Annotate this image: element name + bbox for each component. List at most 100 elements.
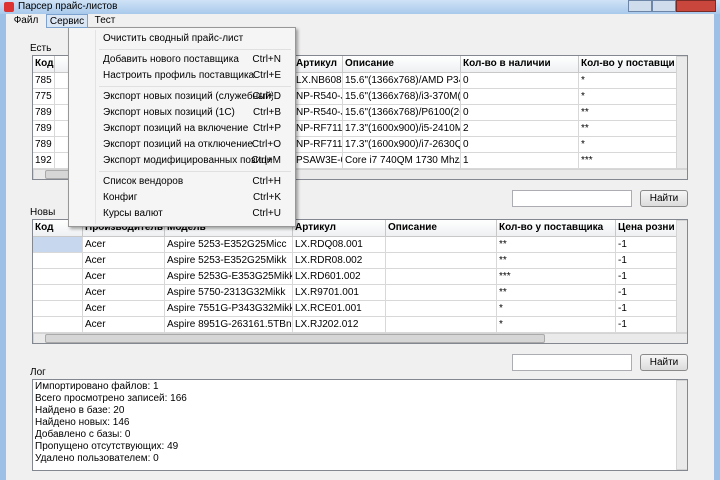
table-cell[interactable]: -1: [616, 301, 677, 317]
column-header[interactable]: Кол-во у поставщика: [497, 220, 616, 237]
table-cell[interactable]: Aspire 5253G-E353G25Mikk: [165, 269, 293, 285]
maximize-button[interactable]: [652, 0, 676, 12]
table-cell[interactable]: LX.RCE01.001: [293, 301, 386, 317]
table-cell[interactable]: **: [579, 121, 677, 137]
table-cell[interactable]: 17.3"(1600x900)/i7-2630Q: [343, 137, 461, 153]
search-button[interactable]: Найти: [640, 354, 688, 371]
menu-option[interactable]: Настроить профиль поставщика: [103, 70, 255, 81]
table-cell[interactable]: LX.RDQ08.001: [293, 237, 386, 253]
table-cell[interactable]: 192: [33, 153, 55, 169]
table-cell[interactable]: Acer: [83, 253, 165, 269]
table-cell[interactable]: **: [497, 253, 616, 269]
table-cell[interactable]: **: [497, 285, 616, 301]
menu-option[interactable]: Экспорт новых позиций (служебный): [103, 91, 273, 102]
table-cell[interactable]: 15.6"(1366x768)/AMD P340: [343, 73, 461, 89]
table-cell[interactable]: NP-R540-JS: [294, 105, 343, 121]
table-cell[interactable]: 775: [33, 89, 55, 105]
table-cell[interactable]: Acer: [83, 285, 165, 301]
table-cell[interactable]: **: [497, 237, 616, 253]
table-cell[interactable]: *: [579, 137, 677, 153]
table-cell[interactable]: Acer: [83, 317, 165, 333]
table-cell[interactable]: [386, 317, 497, 333]
table-cell[interactable]: NP-R540-JA: [294, 89, 343, 105]
table-cell[interactable]: [33, 269, 83, 285]
column-header[interactable]: Код: [33, 56, 55, 73]
scroll-thumb[interactable]: [45, 334, 545, 343]
menu-option[interactable]: Очистить сводный прайс-лист: [103, 33, 244, 44]
table-cell[interactable]: Acer: [83, 301, 165, 317]
table-cell[interactable]: PSAW3E-0€: [294, 153, 343, 169]
table-cell[interactable]: [33, 237, 83, 253]
table-cell[interactable]: 2: [461, 121, 579, 137]
table-cell[interactable]: [33, 253, 83, 269]
table-cell[interactable]: [33, 285, 83, 301]
table-cell[interactable]: LX.RDR08.002: [293, 253, 386, 269]
menu-option[interactable]: Экспорт позиций на включение: [103, 123, 249, 134]
table-cell[interactable]: 15.6"(1366x768)/i3-370M(2: [343, 89, 461, 105]
table-cell[interactable]: ***: [579, 153, 677, 169]
horizontal-scrollbar[interactable]: [33, 169, 687, 179]
table-cell[interactable]: [386, 285, 497, 301]
vertical-scrollbar[interactable]: [676, 220, 687, 333]
table-cell[interactable]: LX.NB608.0: [294, 73, 343, 89]
table-cell[interactable]: Aspire 8951G-263161.5TBnkk: [165, 317, 293, 333]
column-header[interactable]: Артикул: [293, 220, 386, 237]
table-cell[interactable]: Aspire 7551G-P343G32Mikk: [165, 301, 293, 317]
menu-item[interactable]: Файл: [13, 15, 39, 26]
close-button[interactable]: [676, 0, 716, 12]
column-header[interactable]: Артикул: [294, 56, 343, 73]
table-cell[interactable]: -1: [616, 253, 677, 269]
table-cell[interactable]: 789: [33, 121, 55, 137]
table-cell[interactable]: 0: [461, 137, 579, 153]
menu-option[interactable]: Курсы валют: [103, 208, 163, 219]
table-cell[interactable]: Aspire 5253-E352G25Mikk: [165, 253, 293, 269]
table-cell[interactable]: 789: [33, 137, 55, 153]
table-cell[interactable]: Acer: [83, 269, 165, 285]
menu-option[interactable]: Список вендоров: [103, 176, 184, 187]
table-cell[interactable]: [386, 237, 497, 253]
table-cell[interactable]: Aspire 5253-E352G25Micc: [165, 237, 293, 253]
table-cell[interactable]: **: [579, 105, 677, 121]
table-cell[interactable]: ***: [497, 269, 616, 285]
menu-item[interactable]: Сервис: [46, 14, 88, 28]
table-cell[interactable]: 1: [461, 153, 579, 169]
table-cell[interactable]: *: [579, 73, 677, 89]
table-cell[interactable]: -1: [616, 317, 677, 333]
search-input[interactable]: [512, 190, 632, 207]
table-cell[interactable]: 0: [461, 105, 579, 121]
minimize-button[interactable]: [628, 0, 652, 12]
search-input[interactable]: [512, 354, 632, 371]
table-cell[interactable]: [386, 269, 497, 285]
table-cell[interactable]: -1: [616, 269, 677, 285]
column-header[interactable]: Описание: [343, 56, 461, 73]
search-button[interactable]: Найти: [640, 190, 688, 207]
table-cell[interactable]: 785: [33, 73, 55, 89]
menu-option[interactable]: Экспорт новых позиций (1С): [103, 107, 235, 118]
menu-option[interactable]: Экспорт модифицированных позиций: [103, 155, 273, 166]
column-header[interactable]: Кол-во в наличии: [461, 56, 579, 73]
table-cell[interactable]: LX.RD601.002: [293, 269, 386, 285]
table-cell[interactable]: 0: [461, 89, 579, 105]
vertical-scrollbar[interactable]: [676, 56, 687, 169]
table-cell[interactable]: 0: [461, 73, 579, 89]
table-cell[interactable]: -1: [616, 285, 677, 301]
table-cell[interactable]: [33, 301, 83, 317]
table-cell[interactable]: *: [497, 317, 616, 333]
table-cell[interactable]: LX.R9701.001: [293, 285, 386, 301]
table-cell[interactable]: LX.RJ202.012: [293, 317, 386, 333]
table-cell[interactable]: *: [579, 89, 677, 105]
table-cell[interactable]: Acer: [83, 237, 165, 253]
menu-item[interactable]: Тест: [94, 15, 116, 26]
column-header[interactable]: Цена розни: [616, 220, 677, 237]
table-cell[interactable]: Aspire 5750-2313G32Mikk: [165, 285, 293, 301]
table-cell[interactable]: 789: [33, 105, 55, 121]
table-cell[interactable]: Core i7 740QM 1730 Mhz/1: [343, 153, 461, 169]
table-cell[interactable]: [386, 253, 497, 269]
table-cell[interactable]: NP-RF711-: [294, 137, 343, 153]
menu-option[interactable]: Добавить нового поставщика: [103, 54, 239, 65]
table-cell[interactable]: 15.6"(1366x768)/P6100(2G: [343, 105, 461, 121]
column-header[interactable]: Описание: [386, 220, 497, 237]
menu-option[interactable]: Экспорт позиций на отключение: [103, 139, 253, 150]
menu-option[interactable]: Конфиг: [103, 192, 138, 203]
table-cell[interactable]: -1: [616, 237, 677, 253]
